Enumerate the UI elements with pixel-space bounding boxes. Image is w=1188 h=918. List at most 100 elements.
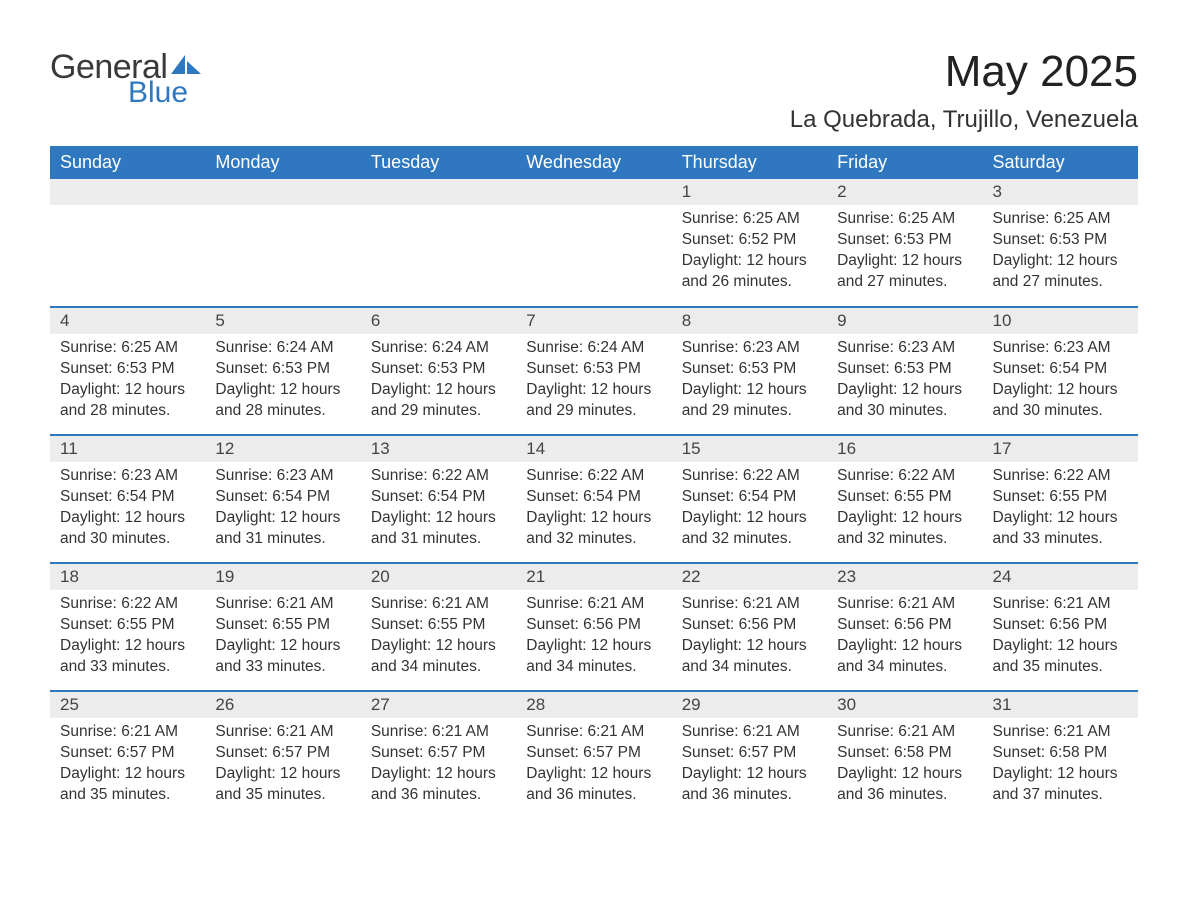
sunset-line: Sunset: 6:53 PM xyxy=(837,230,972,251)
sunrise-value: 6:24 AM xyxy=(432,339,489,356)
sunset-label: Sunset: xyxy=(526,744,579,761)
day-number: 9 xyxy=(827,308,982,334)
calendar-day-cell: 26Sunrise: 6:21 AMSunset: 6:57 PMDayligh… xyxy=(205,691,360,819)
sunrise-value: 6:22 AM xyxy=(432,467,489,484)
sunrise-line: Sunrise: 6:21 AM xyxy=(837,722,972,743)
sunrise-label: Sunrise: xyxy=(837,339,894,356)
sunset-value: 6:56 PM xyxy=(739,616,797,633)
sunset-label: Sunset: xyxy=(60,488,113,505)
title-block: May 2025 La Quebrada, Trujillo, Venezuel… xyxy=(790,50,1138,134)
sunset-label: Sunset: xyxy=(837,231,890,248)
sunrise-line: Sunrise: 6:22 AM xyxy=(993,466,1128,487)
calendar-day-cell xyxy=(516,179,671,307)
calendar-day-cell: 1Sunrise: 6:25 AMSunset: 6:52 PMDaylight… xyxy=(672,179,827,307)
sunset-value: 6:55 PM xyxy=(1049,488,1107,505)
sunrise-line: Sunrise: 6:21 AM xyxy=(993,722,1128,743)
sunset-value: 6:54 PM xyxy=(272,488,330,505)
calendar-day-cell: 18Sunrise: 6:22 AMSunset: 6:55 PMDayligh… xyxy=(50,563,205,691)
calendar-day-cell: 28Sunrise: 6:21 AMSunset: 6:57 PMDayligh… xyxy=(516,691,671,819)
sunrise-value: 6:21 AM xyxy=(432,595,489,612)
daylight-label: Daylight: xyxy=(215,381,275,398)
calendar-day-cell: 16Sunrise: 6:22 AMSunset: 6:55 PMDayligh… xyxy=(827,435,982,563)
sunset-line: Sunset: 6:56 PM xyxy=(993,615,1128,636)
daylight-line: Daylight: 12 hours and 31 minutes. xyxy=(215,508,350,550)
sunrise-line: Sunrise: 6:21 AM xyxy=(526,722,661,743)
sunrise-label: Sunrise: xyxy=(526,339,583,356)
calendar-day-cell: 7Sunrise: 6:24 AMSunset: 6:53 PMDaylight… xyxy=(516,307,671,435)
daylight-line: Daylight: 12 hours and 36 minutes. xyxy=(526,764,661,806)
sunset-label: Sunset: xyxy=(215,616,268,633)
sunset-label: Sunset: xyxy=(215,744,268,761)
daylight-label: Daylight: xyxy=(371,381,431,398)
day-body: Sunrise: 6:23 AMSunset: 6:53 PMDaylight:… xyxy=(827,334,982,430)
sunrise-label: Sunrise: xyxy=(682,595,739,612)
day-body: Sunrise: 6:24 AMSunset: 6:53 PMDaylight:… xyxy=(205,334,360,430)
daylight-label: Daylight: xyxy=(682,765,742,782)
daylight-line: Daylight: 12 hours and 36 minutes. xyxy=(371,764,506,806)
sunrise-value: 6:23 AM xyxy=(121,467,178,484)
calendar-day-cell: 27Sunrise: 6:21 AMSunset: 6:57 PMDayligh… xyxy=(361,691,516,819)
calendar-day-cell: 24Sunrise: 6:21 AMSunset: 6:56 PMDayligh… xyxy=(983,563,1138,691)
daylight-line: Daylight: 12 hours and 28 minutes. xyxy=(215,380,350,422)
day-body-empty xyxy=(205,205,360,295)
month-title: May 2025 xyxy=(790,50,1138,94)
calendar-day-cell: 30Sunrise: 6:21 AMSunset: 6:58 PMDayligh… xyxy=(827,691,982,819)
sunset-line: Sunset: 6:55 PM xyxy=(215,615,350,636)
day-number: 1 xyxy=(672,179,827,205)
sunset-value: 6:53 PM xyxy=(739,360,797,377)
sunset-line: Sunset: 6:58 PM xyxy=(837,743,972,764)
sunset-label: Sunset: xyxy=(682,488,735,505)
calendar-table: Sunday Monday Tuesday Wednesday Thursday… xyxy=(50,146,1138,819)
day-number: 30 xyxy=(827,692,982,718)
day-body: Sunrise: 6:23 AMSunset: 6:54 PMDaylight:… xyxy=(50,462,205,558)
day-body: Sunrise: 6:24 AMSunset: 6:53 PMDaylight:… xyxy=(516,334,671,430)
daylight-label: Daylight: xyxy=(993,509,1053,526)
calendar-day-cell: 21Sunrise: 6:21 AMSunset: 6:56 PMDayligh… xyxy=(516,563,671,691)
sunrise-line: Sunrise: 6:25 AM xyxy=(60,338,195,359)
day-body: Sunrise: 6:25 AMSunset: 6:53 PMDaylight:… xyxy=(827,205,982,301)
sunset-value: 6:53 PM xyxy=(117,360,175,377)
daylight-line: Daylight: 12 hours and 35 minutes. xyxy=(60,764,195,806)
sunset-label: Sunset: xyxy=(837,744,890,761)
weekday-header: Monday xyxy=(205,146,360,179)
sunset-label: Sunset: xyxy=(993,488,1046,505)
sunset-line: Sunset: 6:54 PM xyxy=(215,487,350,508)
daylight-line: Daylight: 12 hours and 30 minutes. xyxy=(837,380,972,422)
day-number-empty xyxy=(516,179,671,205)
sunrise-value: 6:23 AM xyxy=(1054,339,1111,356)
day-body: Sunrise: 6:21 AMSunset: 6:55 PMDaylight:… xyxy=(361,590,516,686)
daylight-label: Daylight: xyxy=(60,637,120,654)
sunset-line: Sunset: 6:58 PM xyxy=(993,743,1128,764)
day-body: Sunrise: 6:21 AMSunset: 6:55 PMDaylight:… xyxy=(205,590,360,686)
sunset-label: Sunset: xyxy=(526,616,579,633)
calendar-day-cell: 29Sunrise: 6:21 AMSunset: 6:57 PMDayligh… xyxy=(672,691,827,819)
daylight-line: Daylight: 12 hours and 27 minutes. xyxy=(837,251,972,293)
day-number: 19 xyxy=(205,564,360,590)
day-body: Sunrise: 6:21 AMSunset: 6:56 PMDaylight:… xyxy=(983,590,1138,686)
sunrise-value: 6:21 AM xyxy=(743,723,800,740)
daylight-label: Daylight: xyxy=(60,509,120,526)
sunset-line: Sunset: 6:53 PM xyxy=(60,359,195,380)
sunrise-value: 6:21 AM xyxy=(432,723,489,740)
sunset-line: Sunset: 6:54 PM xyxy=(526,487,661,508)
brand-logo: General Blue xyxy=(50,50,201,108)
day-body: Sunrise: 6:21 AMSunset: 6:57 PMDaylight:… xyxy=(516,718,671,814)
daylight-label: Daylight: xyxy=(993,637,1053,654)
sunset-value: 6:52 PM xyxy=(739,231,797,248)
sunset-value: 6:57 PM xyxy=(739,744,797,761)
sunrise-value: 6:23 AM xyxy=(277,467,334,484)
daylight-label: Daylight: xyxy=(682,637,742,654)
sunrise-line: Sunrise: 6:21 AM xyxy=(215,594,350,615)
day-body-empty xyxy=(361,205,516,295)
sunrise-label: Sunrise: xyxy=(526,467,583,484)
daylight-label: Daylight: xyxy=(215,509,275,526)
daylight-label: Daylight: xyxy=(526,381,586,398)
sunset-label: Sunset: xyxy=(682,231,735,248)
calendar-week-row: 18Sunrise: 6:22 AMSunset: 6:55 PMDayligh… xyxy=(50,563,1138,691)
daylight-label: Daylight: xyxy=(371,765,431,782)
daylight-line: Daylight: 12 hours and 28 minutes. xyxy=(60,380,195,422)
sunrise-value: 6:21 AM xyxy=(1054,723,1111,740)
weekday-header: Tuesday xyxy=(361,146,516,179)
day-number: 17 xyxy=(983,436,1138,462)
day-body: Sunrise: 6:25 AMSunset: 6:53 PMDaylight:… xyxy=(50,334,205,430)
